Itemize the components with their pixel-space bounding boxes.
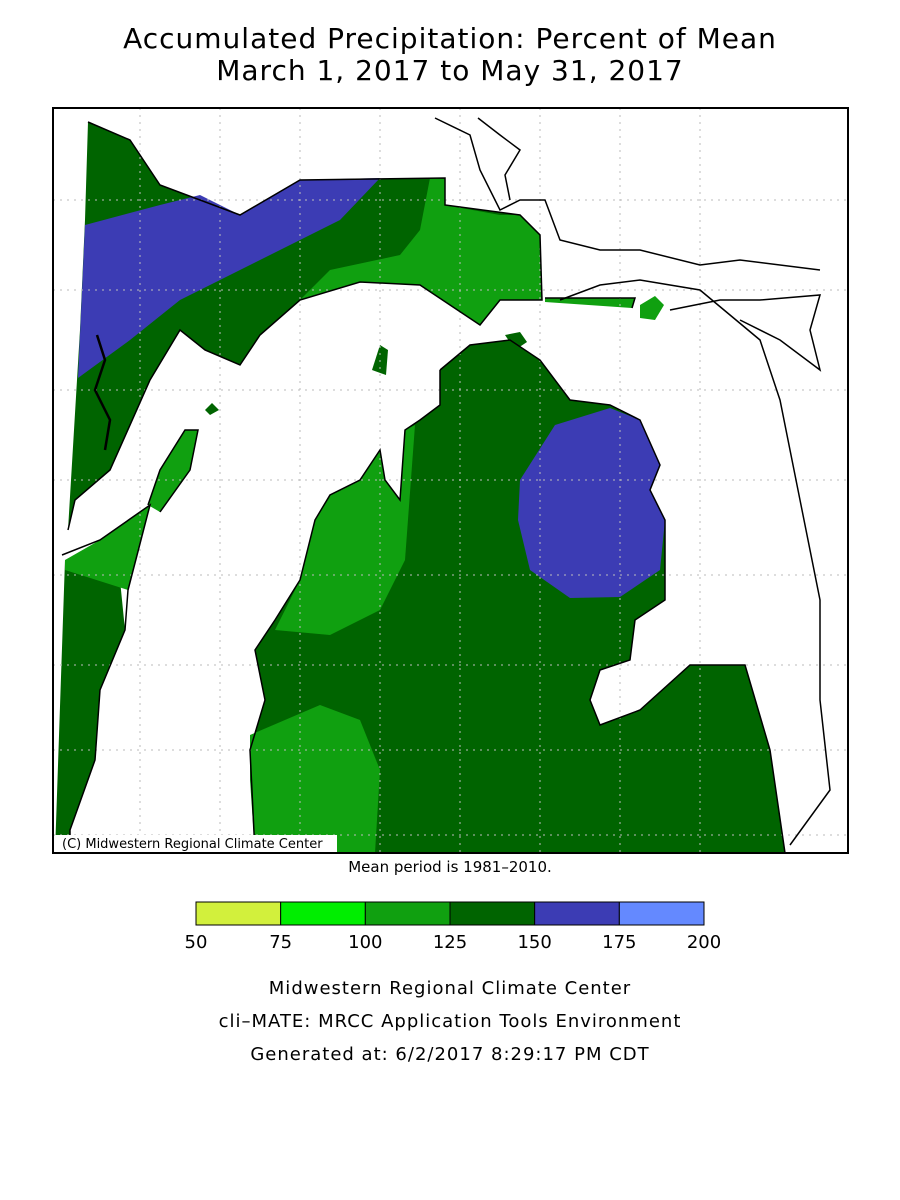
region: [148, 430, 198, 512]
legend-swatch: [280, 901, 366, 926]
map-credit: (C) Midwestern Regional Climate Center: [62, 837, 323, 852]
legend: 50 75 100 125 150 175 200: [185, 901, 721, 953]
legend-tick-label: 200: [687, 932, 721, 953]
region: [205, 403, 219, 415]
legend-swatch: [195, 901, 282, 926]
footer-line: Midwestern Regional Climate Center: [269, 978, 631, 999]
legend-tick-label: 75: [269, 932, 292, 953]
title-line: March 1, 2017 to May 31, 2017: [216, 54, 684, 87]
region: [545, 298, 635, 308]
legend-swatch: [449, 901, 536, 926]
legend-swatch: [534, 901, 620, 926]
note: Mean period is 1981–2010.: [348, 858, 552, 876]
region: [275, 425, 415, 635]
region: [78, 178, 380, 378]
legend-tick-label: 175: [602, 932, 636, 953]
coastline: [61, 117, 831, 854]
region: [518, 408, 665, 598]
region: [640, 296, 664, 320]
legend-tick-label: 125: [433, 932, 467, 953]
legend-tick-label: 100: [348, 932, 382, 953]
region: [250, 705, 380, 853]
grid: [53, 108, 848, 853]
region: [65, 505, 150, 590]
region: [300, 178, 542, 325]
map-border: [52, 107, 849, 854]
footer-line: cli–MATE: MRCC Application Tools Environ…: [219, 1011, 682, 1032]
legend-tick-label: 150: [517, 932, 551, 953]
legend-tick-label: 50: [185, 932, 208, 953]
region: [505, 332, 527, 350]
region: [55, 560, 125, 853]
credit-box: [55, 835, 337, 853]
title-line: Accumulated Precipitation: Percent of Me…: [123, 22, 777, 55]
legend-swatch: [618, 901, 705, 926]
legend-swatch: [364, 901, 451, 926]
footer-line: Generated at: 6/2/2017 8:29:17 PM CDT: [250, 1044, 649, 1065]
map: (C) Midwestern Regional Climate Center: [52, 107, 849, 854]
